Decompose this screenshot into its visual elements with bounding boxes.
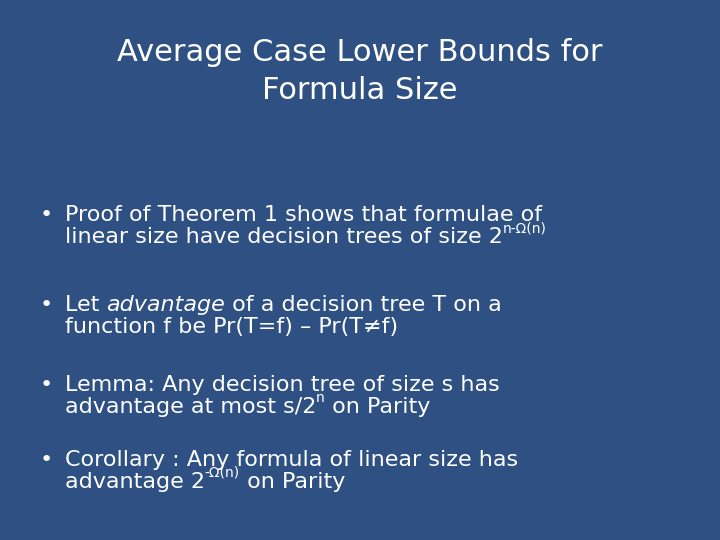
Text: -Ω(n): -Ω(n) <box>204 466 240 480</box>
Text: advantage: advantage <box>107 295 225 315</box>
Text: linear size have decision trees of size 2: linear size have decision trees of size … <box>65 227 503 247</box>
Text: n: n <box>316 391 325 405</box>
Text: •: • <box>40 375 53 395</box>
Text: advantage at most s/2: advantage at most s/2 <box>65 397 316 417</box>
Text: function f be Pr(T=f) – Pr(T≠f): function f be Pr(T=f) – Pr(T≠f) <box>65 317 398 337</box>
Text: Lemma: Any decision tree of size s has: Lemma: Any decision tree of size s has <box>65 375 500 395</box>
Text: Let: Let <box>65 295 107 315</box>
Text: on Parity: on Parity <box>325 397 431 417</box>
Text: Corollary : Any formula of linear size has: Corollary : Any formula of linear size h… <box>65 450 518 470</box>
Text: •: • <box>40 295 53 315</box>
Text: Proof of Theorem 1 shows that formulae of: Proof of Theorem 1 shows that formulae o… <box>65 205 542 225</box>
Text: on Parity: on Parity <box>240 472 346 492</box>
Text: advantage 2: advantage 2 <box>65 472 204 492</box>
Text: •: • <box>40 450 53 470</box>
Text: Average Case Lower Bounds for
Formula Size: Average Case Lower Bounds for Formula Si… <box>117 38 603 105</box>
Text: n-Ω(n): n-Ω(n) <box>503 221 546 235</box>
Text: of a decision tree T on a: of a decision tree T on a <box>225 295 502 315</box>
Text: •: • <box>40 205 53 225</box>
